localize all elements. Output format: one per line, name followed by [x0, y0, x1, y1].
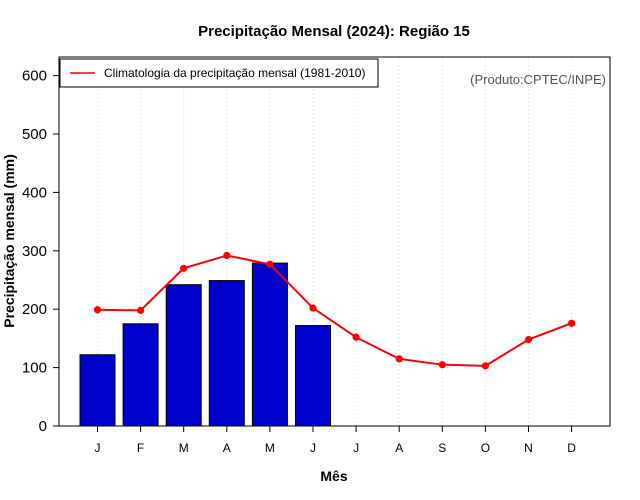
- x-tick-label: F: [137, 441, 144, 455]
- climatology-point-6: [352, 333, 360, 341]
- x-tick-label: A: [395, 441, 403, 455]
- plot-frame: [58, 56, 611, 427]
- chart-title: Precipitação Mensal (2024): Região 15: [198, 23, 470, 40]
- x-axis-title: Mês: [320, 468, 347, 484]
- grid-layer: [97, 57, 573, 426]
- y-tick-label: 200: [22, 301, 47, 318]
- x-tick-label: N: [524, 441, 533, 455]
- y-tick-label: 600: [22, 68, 47, 85]
- climatology-point-4: [266, 260, 274, 268]
- x-tick-label: D: [567, 441, 576, 455]
- climatology-point-0: [93, 306, 102, 314]
- x-tick-label: O: [481, 441, 490, 455]
- climatology-point-9: [481, 362, 489, 370]
- y-tick-label: 400: [22, 184, 47, 201]
- climatology-point-1: [137, 306, 145, 314]
- bar-3: [208, 280, 245, 427]
- climatology-point-11: [568, 319, 576, 327]
- x-tick-label: M: [265, 441, 275, 455]
- x-tick-label: A: [223, 441, 231, 455]
- bar-1: [122, 323, 159, 427]
- credit-text: (Produto:CPTEC/INPE): [470, 72, 606, 87]
- legend-box: [59, 58, 379, 88]
- x-tick-label: J: [310, 441, 316, 455]
- bar-2: [165, 284, 202, 427]
- y-tick-label: 100: [22, 360, 47, 377]
- legend: Climatologia da precipitação mensal (198…: [59, 58, 379, 88]
- bar-5: [295, 325, 331, 427]
- climatology-point-5: [309, 304, 317, 312]
- climatology-point-8: [438, 361, 446, 369]
- x-tick-label: J: [95, 441, 101, 455]
- bar-0: [79, 354, 116, 427]
- climatology-line: [97, 254, 572, 367]
- climatology-point-3: [223, 251, 231, 260]
- y-tick-label: 500: [22, 126, 47, 143]
- legend-label: Climatologia da precipitação mensal (198…: [104, 66, 365, 80]
- x-tick-label: J: [353, 441, 359, 455]
- climatology-point-10: [524, 335, 533, 344]
- y-tick-label: 0: [39, 418, 47, 435]
- y-axis: 0 100 200 300 400 500 600: [22, 68, 59, 435]
- bar-4: [251, 262, 288, 427]
- y-tick-label: 300: [22, 243, 47, 260]
- x-tick-label: S: [438, 441, 446, 455]
- climatology-line-layer: [93, 251, 576, 370]
- climatology-point-7: [395, 355, 403, 363]
- climatology-point-2: [180, 264, 188, 272]
- x-tick-label: M: [179, 441, 189, 455]
- y-axis-title: Precipitação mensal (mm): [1, 154, 17, 328]
